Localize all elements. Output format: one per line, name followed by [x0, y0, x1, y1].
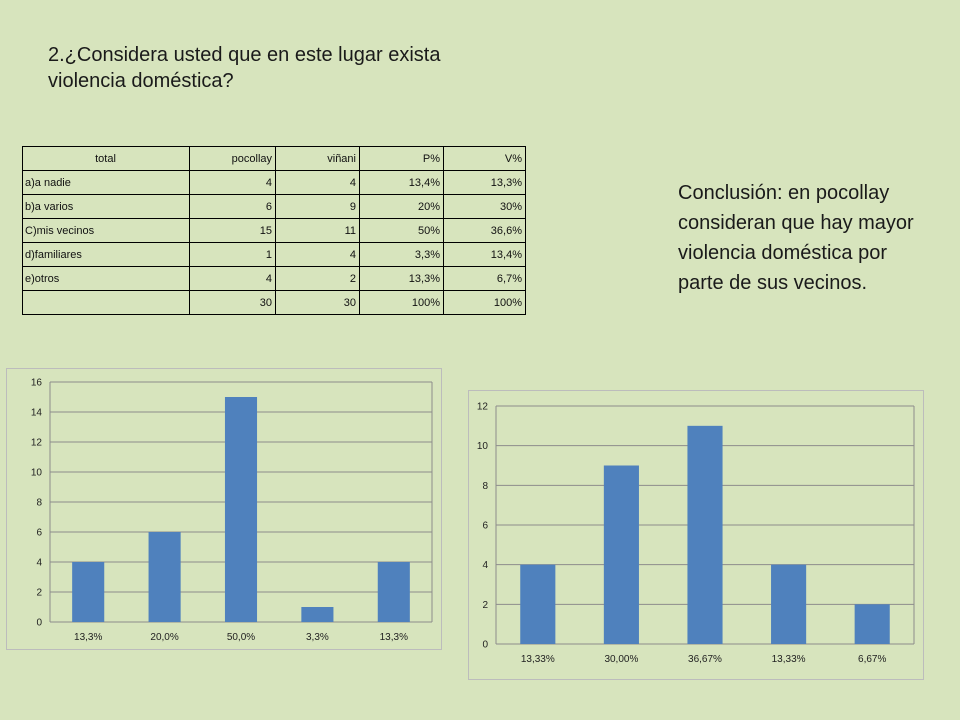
- y-tick-label: 0: [36, 618, 42, 629]
- cell-pocollay: 1: [189, 242, 276, 267]
- cell-v-percent: 13,4%: [443, 242, 526, 267]
- cell-pocollay: 15: [189, 218, 276, 243]
- y-tick-label: 10: [477, 441, 489, 452]
- survey-table: total pocollay viñani P% V% a)a nadie 4 …: [22, 146, 526, 315]
- x-tick-label: 3,3%: [306, 632, 329, 643]
- cell-p-percent: 13,4%: [359, 170, 444, 195]
- row-label: e)otros: [22, 266, 190, 291]
- x-tick-label: 50,0%: [227, 632, 255, 643]
- header-vinani: viñani: [275, 146, 360, 171]
- total-p-percent: 100%: [359, 290, 444, 315]
- x-tick-label: 13,33%: [521, 654, 555, 665]
- bar: [854, 604, 890, 644]
- cell-v-percent: 6,7%: [443, 266, 526, 291]
- chart-vinani: 0 2 4 6 8 10 12 13,33% 30,00% 36,67% 13,33% 6,67%: [468, 390, 924, 680]
- chart-pocollay: 0 2 4 6 8 10 12 14 16 13,3% 20,0% 50,0% 3,3% 13,3%: [6, 368, 442, 650]
- y-tick-label: 2: [482, 600, 488, 611]
- bar: [224, 397, 258, 622]
- x-tick-label: 20,0%: [150, 632, 178, 643]
- bar: [687, 425, 723, 644]
- header-pocollay: pocollay: [189, 146, 276, 171]
- cell-v-percent: 30%: [443, 194, 526, 219]
- table-row: a)a nadie 4 4 13,4% 13,3%: [22, 170, 526, 195]
- y-tick-label: 4: [482, 560, 488, 571]
- chart-frame: [6, 368, 442, 650]
- x-tick-label: 30,00%: [604, 654, 638, 665]
- y-tick-label: 10: [31, 468, 43, 479]
- y-tick-label: 8: [36, 498, 42, 509]
- y-tick-label: 6: [36, 528, 42, 539]
- y-tick-label: 12: [31, 438, 43, 449]
- cell-vinani: 4: [275, 242, 360, 267]
- y-tick-label: 4: [36, 558, 42, 569]
- cell-vinani: 2: [275, 266, 360, 291]
- cell-v-percent: 36,6%: [443, 218, 526, 243]
- total-v-percent: 100%: [443, 290, 526, 315]
- row-label: C)mis vecinos: [22, 218, 190, 243]
- cell-p-percent: 50%: [359, 218, 444, 243]
- table-row: b)a varios 6 9 20% 30%: [22, 194, 526, 219]
- table-row: C)mis vecinos 15 11 50% 36,6%: [22, 218, 526, 243]
- bar: [520, 564, 556, 644]
- bar: [377, 562, 410, 622]
- cell-p-percent: 3,3%: [359, 242, 444, 267]
- x-tick-label: 13,3%: [380, 632, 408, 643]
- cell-p-percent: 20%: [359, 194, 444, 219]
- row-label: a)a nadie: [22, 170, 190, 195]
- header-p-percent: P%: [359, 146, 444, 171]
- bar: [771, 564, 807, 644]
- table-row: e)otros 4 2 13,3% 6,7%: [22, 266, 526, 291]
- y-tick-label: 6: [482, 521, 488, 532]
- cell-p-percent: 13,3%: [359, 266, 444, 291]
- cell-pocollay: 4: [189, 170, 276, 195]
- conclusion-text: Conclusión: en pocollay consideran que h…: [678, 182, 914, 294]
- bar: [603, 465, 639, 644]
- cell-vinani: 11: [275, 218, 360, 243]
- row-label: d)familiares: [22, 242, 190, 267]
- cell-pocollay: 4: [189, 266, 276, 291]
- table-header-row: total pocollay viñani P% V%: [22, 146, 526, 171]
- slide-title: 2.¿Considera usted que en este lugar exi…: [48, 44, 441, 92]
- x-tick-label: 36,67%: [688, 654, 722, 665]
- y-tick-label: 14: [31, 408, 43, 419]
- x-tick-label: 6,67%: [858, 654, 886, 665]
- chart-vinani-svg: 0 2 4 6 8 10 12 13,33% 30,00% 36,67% 13,33% 6,67%: [468, 390, 924, 680]
- cell-v-percent: 13,3%: [443, 170, 526, 195]
- row-label: b)a varios: [22, 194, 190, 219]
- table-total-row: 30 30 100% 100%: [22, 290, 526, 315]
- chart-pocollay-svg: 0 2 4 6 8 10 12 14 16 13,3% 20,0% 50,0% 3,3% 13,3%: [6, 368, 442, 650]
- header-total: total: [22, 146, 190, 171]
- x-tick-label: 13,3%: [74, 632, 102, 643]
- bar: [301, 607, 334, 622]
- cell-vinani: 4: [275, 170, 360, 195]
- y-tick-label: 0: [482, 640, 488, 651]
- bar: [148, 532, 181, 622]
- y-tick-label: 8: [482, 481, 488, 492]
- y-tick-label: 12: [477, 402, 489, 413]
- header-v-percent: V%: [443, 146, 526, 171]
- cell-vinani: 9: [275, 194, 360, 219]
- x-tick-label: 13,33%: [772, 654, 806, 665]
- y-tick-label: 16: [31, 378, 43, 389]
- bar: [72, 562, 105, 622]
- row-label: [22, 290, 190, 315]
- cell-pocollay: 6: [189, 194, 276, 219]
- y-tick-label: 2: [36, 588, 42, 599]
- table-row: d)familiares 1 4 3,3% 13,4%: [22, 242, 526, 267]
- total-vinani: 30: [275, 290, 360, 315]
- total-pocollay: 30: [189, 290, 276, 315]
